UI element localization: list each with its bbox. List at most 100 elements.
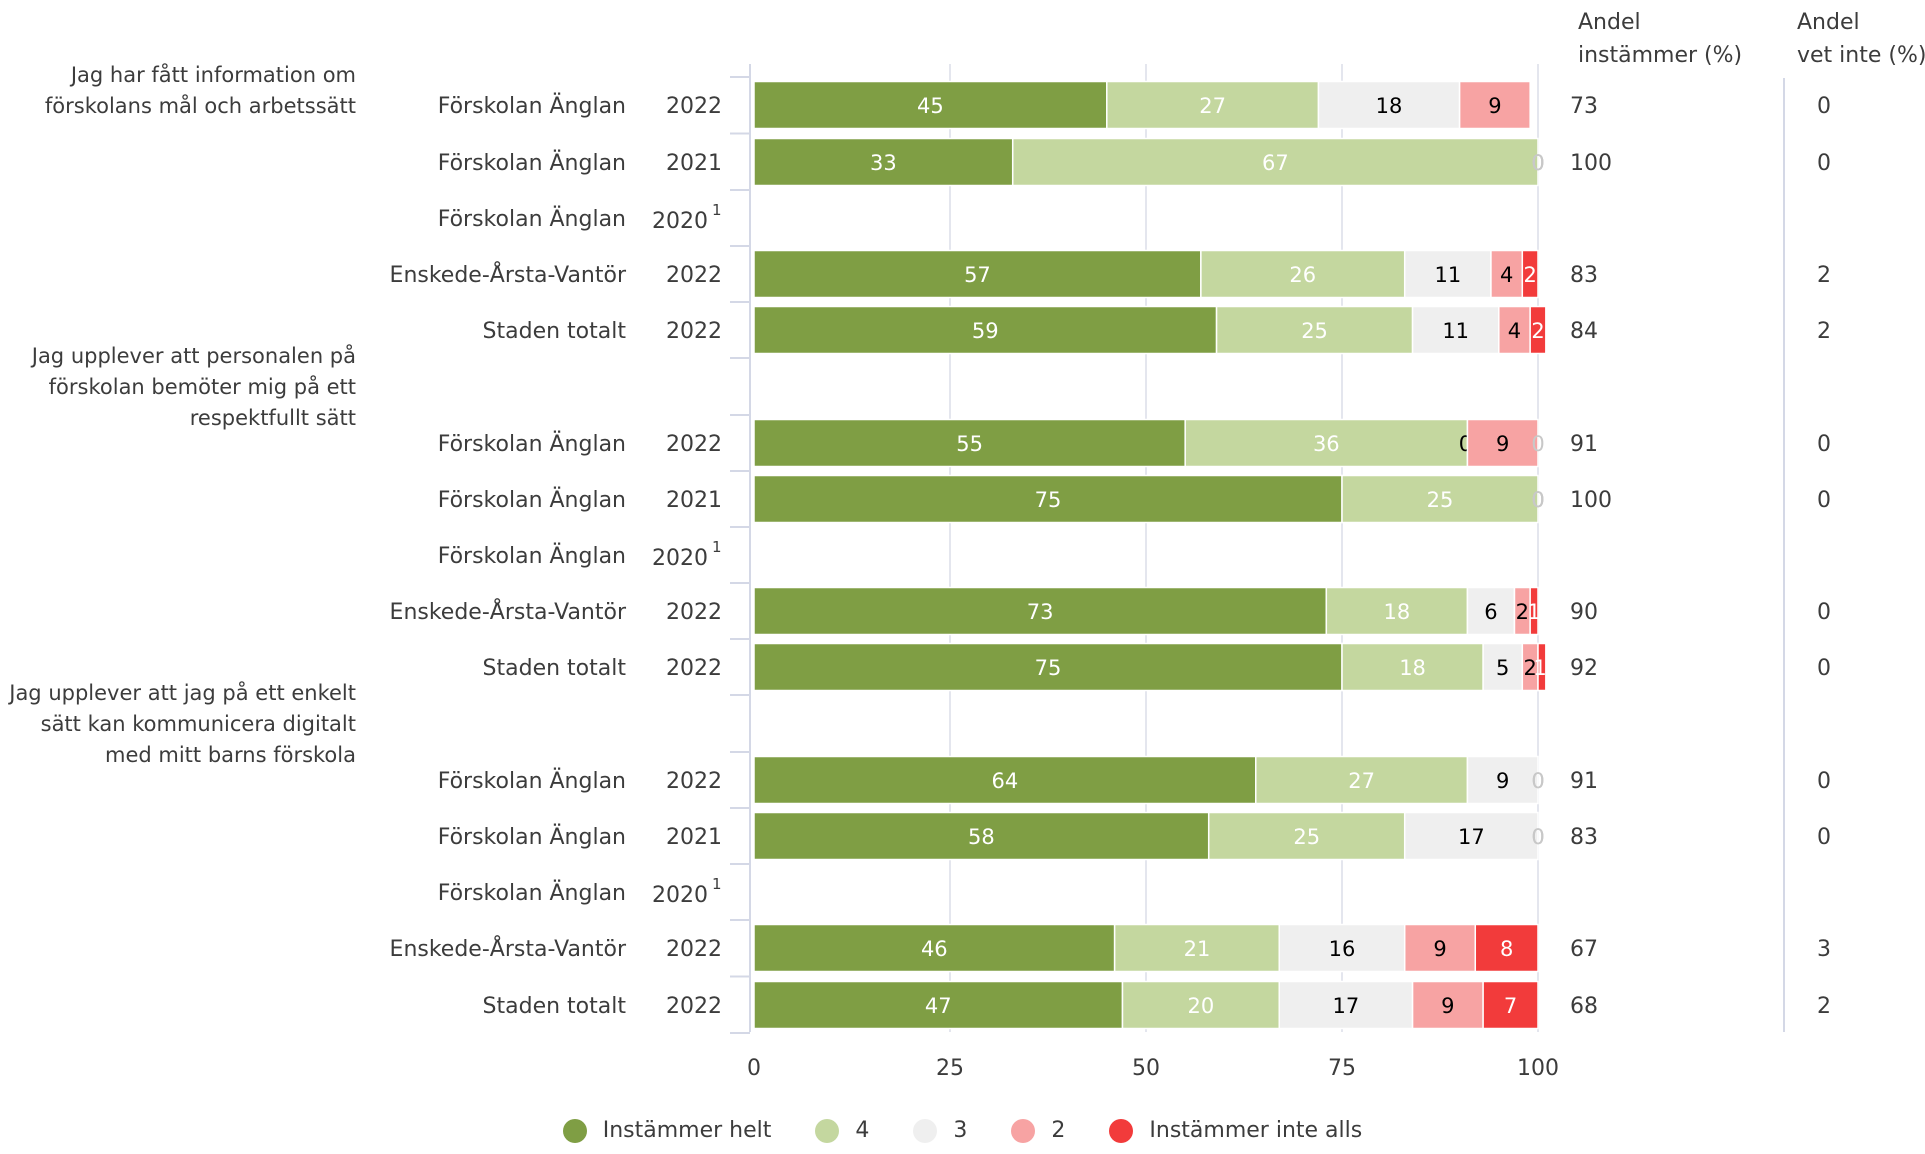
- bar-segment: [1466, 418, 1539, 468]
- andel-instammer-value: 83: [1570, 263, 1598, 288]
- bar-segment: [753, 80, 1108, 130]
- bar-data-label: 57: [964, 263, 991, 287]
- row-year: 2022: [666, 600, 722, 625]
- bar-data-label: 0: [1531, 488, 1544, 512]
- bar-data-label: 5: [1496, 656, 1509, 680]
- bar-segment: [1466, 586, 1516, 636]
- bar-segment: [1255, 755, 1469, 805]
- bar-data-label: 8: [1500, 937, 1513, 961]
- andel-vet-inte-value: 3: [1817, 937, 1831, 962]
- andel-vet-inte-value: 0: [1817, 769, 1831, 794]
- row-label: Enskede-Årsta-Vantör: [390, 598, 627, 625]
- row-year: 2020: [652, 883, 708, 908]
- bar-segment: [1498, 305, 1531, 355]
- legend-label: 3: [953, 1118, 968, 1143]
- andel-instammer-value: 83: [1570, 825, 1598, 850]
- header-andel-vet-inte-line1: Andel: [1797, 10, 1860, 35]
- bar-segment: [1207, 811, 1406, 861]
- bar-data-label: 75: [1035, 656, 1062, 680]
- row-year: 2022: [666, 94, 722, 119]
- bar-data-label: 58: [968, 825, 995, 849]
- row-label: Staden totalt: [483, 319, 627, 344]
- bar-segment: [1411, 980, 1484, 1030]
- x-tick-label: 75: [1328, 1056, 1356, 1081]
- row-label: Förskolan Änglan: [438, 768, 626, 794]
- bar-segment: [1121, 980, 1281, 1030]
- bar-segment: [1184, 418, 1469, 468]
- row-label: Förskolan Änglan: [438, 206, 626, 232]
- row-label: Förskolan Änglan: [438, 93, 626, 119]
- bar-data-label: 26: [1289, 263, 1316, 287]
- question-label: Jag upplever att personalen på: [30, 343, 356, 368]
- bar-data-label: 4: [1500, 263, 1513, 287]
- bar-data-label: 2: [1516, 600, 1529, 624]
- row-label: Förskolan Änglan: [438, 543, 626, 569]
- x-tick-label: 100: [1517, 1056, 1559, 1081]
- andel-vet-inte-value: 2: [1817, 263, 1831, 288]
- bar-data-label: 18: [1384, 600, 1411, 624]
- bar-data-label: 17: [1333, 994, 1360, 1018]
- bar-segment: [1411, 305, 1500, 355]
- header-andel-vet-inte-line2: vet inte (%): [1797, 43, 1925, 68]
- bar-data-label: 20: [1188, 994, 1215, 1018]
- header-andel-instammer-line2: instämmer (%): [1578, 43, 1743, 68]
- bar-data-label: 59: [972, 319, 999, 343]
- bar-segment: [1278, 923, 1406, 973]
- bar-data-label: 36: [1313, 432, 1340, 456]
- andel-vet-inte-value: 0: [1817, 432, 1831, 457]
- bar-segment: [1529, 305, 1547, 355]
- bar-data-label: 9: [1496, 432, 1509, 456]
- bar-segment: [1403, 249, 1492, 299]
- bar-data-label: 47: [925, 994, 952, 1018]
- bar-data-label: 9: [1433, 937, 1446, 961]
- row-year: 2022: [666, 319, 722, 344]
- question-label: Jag har fått information om: [69, 62, 356, 87]
- row-year: 2020: [652, 209, 708, 234]
- bar-data-label: 16: [1329, 937, 1356, 961]
- bar-data-label: 0: [1531, 432, 1544, 456]
- question-label: förskolans mål och arbetssätt: [45, 93, 356, 118]
- row-label: Förskolan Änglan: [438, 487, 626, 513]
- legend-item: Instämmer helt: [562, 1118, 771, 1143]
- x-tick-label: 50: [1132, 1056, 1160, 1081]
- bar-segment: [1537, 642, 1547, 692]
- bar-segment: [753, 811, 1210, 861]
- bar-data-label: 11: [1434, 263, 1461, 287]
- bar-data-label: 21: [1184, 937, 1211, 961]
- row-label: Enskede-Årsta-Vantör: [390, 935, 627, 962]
- bar-data-label: 75: [1035, 488, 1062, 512]
- row-year: 2022: [666, 937, 722, 962]
- row-label: Förskolan Änglan: [438, 431, 626, 457]
- row-year: 2021: [666, 825, 722, 850]
- bar-segment: [1011, 137, 1539, 187]
- bar-data-label: 0: [1531, 488, 1544, 512]
- andel-instammer-value: 67: [1570, 937, 1598, 962]
- bar-data-label: 0: [1531, 769, 1544, 793]
- bar-segment: [1521, 249, 1539, 299]
- bar-segment: [753, 305, 1218, 355]
- bar-segment: [1466, 755, 1539, 805]
- bar-data-label: 11: [1442, 319, 1469, 343]
- question-label: Jag upplever att jag på ett enkelt: [7, 680, 356, 705]
- bar-data-label: 0: [1531, 488, 1544, 512]
- bar-segment: [753, 755, 1257, 805]
- andel-instammer-value: 92: [1570, 656, 1598, 681]
- bar-segment: [1113, 923, 1281, 973]
- bar-segment: [1200, 249, 1406, 299]
- andel-vet-inte-value: 0: [1817, 600, 1831, 625]
- bar-data-label: 1: [1533, 656, 1546, 680]
- row-label: Staden totalt: [483, 656, 627, 681]
- row-year: 2022: [666, 769, 722, 794]
- question-label: förskolan bemöter mig på ett: [49, 374, 356, 399]
- bar-data-label: 45: [917, 94, 944, 118]
- bar-data-label: 0: [1531, 151, 1544, 175]
- legend-label: Instämmer inte alls: [1149, 1118, 1363, 1143]
- row-year: 2022: [666, 263, 722, 288]
- andel-instammer-value: 91: [1570, 432, 1598, 457]
- bar-data-label: 18: [1399, 656, 1426, 680]
- andel-vet-inte-value: 0: [1817, 151, 1831, 176]
- legend-label: 2: [1051, 1118, 1066, 1143]
- year-footnote: 1: [712, 875, 722, 893]
- bar-segment: [753, 137, 1014, 187]
- bar-segment: [1341, 474, 1539, 524]
